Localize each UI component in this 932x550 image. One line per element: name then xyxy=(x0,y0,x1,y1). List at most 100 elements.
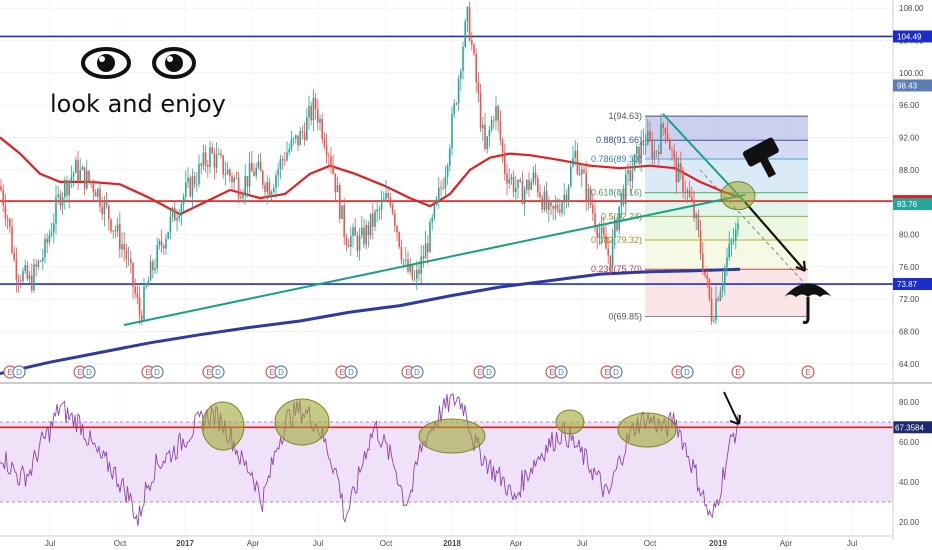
candle-body xyxy=(235,177,238,179)
candle-body xyxy=(152,261,154,271)
eye-icon xyxy=(152,47,196,79)
rsi-highlight-ellipse xyxy=(418,418,486,454)
candle-body xyxy=(33,264,35,290)
candle-body xyxy=(695,214,697,219)
projection-arrow[interactable] xyxy=(744,201,806,272)
rsi-tick-label: 20.00 xyxy=(899,518,920,527)
price-tick-label: 96.00 xyxy=(899,101,920,110)
candle-body xyxy=(655,151,658,153)
candle-body xyxy=(130,258,132,263)
candle-body xyxy=(202,152,205,166)
candle-body xyxy=(504,152,506,174)
candle-body xyxy=(262,171,264,185)
candle-body xyxy=(682,169,684,192)
candle-body xyxy=(704,271,706,276)
rsi-highlight-ellipse xyxy=(201,401,245,451)
price-label-text: 83.76 xyxy=(897,200,918,209)
candle-body xyxy=(427,243,429,253)
candle-body xyxy=(649,131,651,140)
eye-icon xyxy=(81,47,131,79)
projection-arrowhead xyxy=(795,260,807,272)
candle-body xyxy=(200,163,202,166)
candle-body xyxy=(308,105,310,118)
dividend-marker[interactable] xyxy=(554,365,568,379)
event-marker-label: E xyxy=(549,368,554,377)
candle-body xyxy=(506,173,508,184)
candle-body xyxy=(554,204,557,209)
candle-body xyxy=(266,182,268,193)
candle-body xyxy=(268,182,271,196)
candle-body xyxy=(451,114,453,149)
candle-body xyxy=(343,205,345,238)
candle-body xyxy=(299,131,301,146)
price-tick-label: 100.00 xyxy=(899,69,924,78)
candle-body xyxy=(79,169,81,182)
event-marker-label: D xyxy=(154,368,160,377)
candle-body xyxy=(312,98,315,121)
candle-body xyxy=(222,155,224,175)
dividend-marker[interactable] xyxy=(482,365,496,379)
candle-body xyxy=(251,162,253,172)
candle-body xyxy=(658,151,660,154)
candle-body xyxy=(295,135,297,139)
candle-body xyxy=(127,258,130,260)
candle-body xyxy=(616,219,618,231)
candle-body xyxy=(424,243,427,259)
gavel-icon xyxy=(742,137,779,178)
candle-body xyxy=(530,182,532,190)
rsi-tick-label: 40.00 xyxy=(899,478,920,487)
candle-body xyxy=(735,229,737,241)
candle-body xyxy=(198,163,200,184)
dividend-marker[interactable] xyxy=(344,365,358,379)
dividend-marker[interactable] xyxy=(150,365,164,379)
candle-body xyxy=(101,206,103,215)
candle-body xyxy=(677,163,680,183)
candle-body xyxy=(180,203,183,217)
candle-body xyxy=(92,183,95,192)
candle-body xyxy=(475,53,477,83)
candle-body xyxy=(431,217,433,222)
candle-body xyxy=(325,146,328,156)
candle-body xyxy=(226,169,229,175)
time-tick-label: Apr xyxy=(780,539,793,548)
earnings-marker[interactable] xyxy=(731,365,745,379)
candle-body xyxy=(710,298,713,322)
event-marker-label: E xyxy=(735,368,740,377)
ma-blue-line xyxy=(0,267,741,375)
dividend-marker[interactable] xyxy=(609,365,623,379)
candle-body xyxy=(592,205,594,214)
candle-body xyxy=(464,21,466,47)
candle-body xyxy=(732,240,735,241)
candle-body xyxy=(460,71,462,79)
earnings-marker[interactable] xyxy=(801,365,815,379)
event-marker-label: E xyxy=(206,368,211,377)
candle-body xyxy=(611,237,614,268)
dividend-marker[interactable] xyxy=(274,365,288,379)
dividend-marker[interactable] xyxy=(410,365,424,379)
dividend-marker[interactable] xyxy=(12,365,26,379)
candle-body xyxy=(528,180,530,190)
price-label-text: 73.87 xyxy=(897,280,918,289)
rsi-tick-label: 80.00 xyxy=(899,398,920,407)
candle-body xyxy=(625,174,627,205)
candle-body xyxy=(145,285,147,287)
candle-body xyxy=(191,176,194,197)
candle-body xyxy=(669,140,671,150)
candle-body xyxy=(697,214,700,231)
candle-body xyxy=(6,218,9,220)
candle-body xyxy=(123,244,125,250)
candle-body xyxy=(556,204,559,210)
dividend-marker[interactable] xyxy=(211,365,225,379)
dividend-marker[interactable] xyxy=(82,365,96,379)
trend-lines[interactable] xyxy=(123,113,807,327)
candle-body xyxy=(303,132,306,141)
dividend-marker[interactable] xyxy=(680,365,694,379)
fib-level-label: 0.618(85.16) xyxy=(591,188,642,198)
candle-body xyxy=(539,192,541,198)
trend-line[interactable] xyxy=(123,193,746,327)
candle-body xyxy=(620,193,623,207)
event-marker-label: E xyxy=(269,368,274,377)
candle-body xyxy=(572,157,574,167)
